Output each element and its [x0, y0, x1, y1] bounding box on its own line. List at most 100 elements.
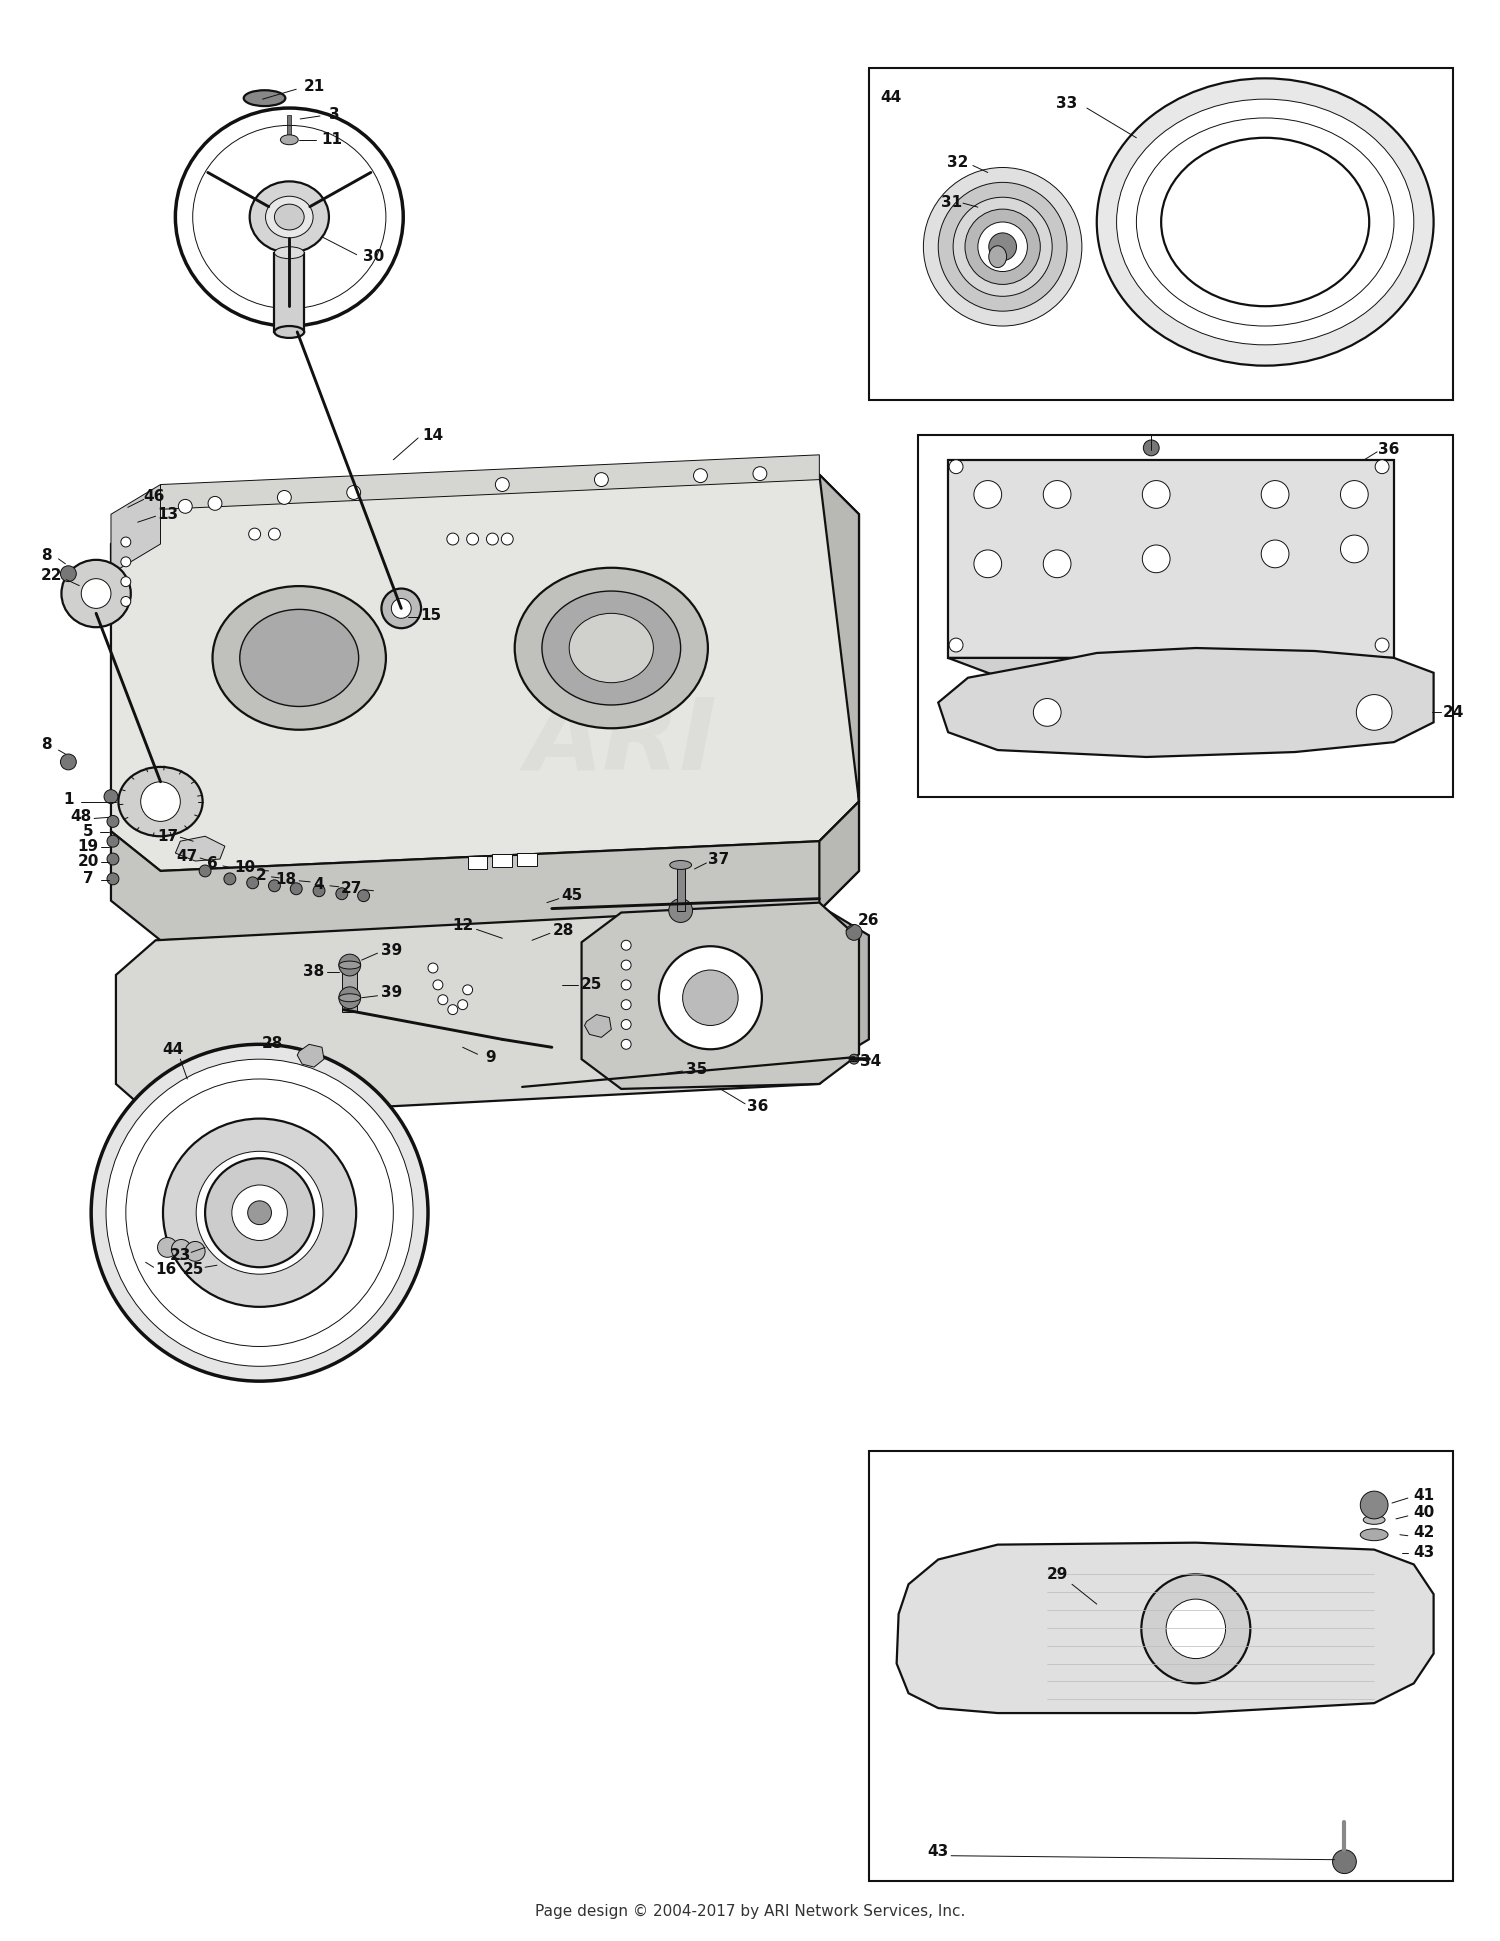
Circle shape	[336, 887, 348, 901]
Text: 35: 35	[686, 1062, 706, 1077]
Circle shape	[141, 782, 180, 821]
Text: 18: 18	[276, 872, 297, 887]
Text: 45: 45	[561, 889, 582, 903]
Circle shape	[849, 1054, 859, 1064]
Text: 29: 29	[1047, 1566, 1068, 1582]
Bar	[342, 970, 357, 1011]
Circle shape	[346, 485, 360, 499]
Text: 33: 33	[1056, 95, 1077, 111]
Text: 36: 36	[747, 1099, 768, 1114]
Text: 11: 11	[321, 132, 342, 148]
Circle shape	[381, 588, 422, 629]
Ellipse shape	[164, 1118, 356, 1306]
Circle shape	[122, 557, 130, 567]
Text: 32: 32	[948, 155, 969, 171]
Circle shape	[1332, 1850, 1356, 1873]
Circle shape	[314, 885, 326, 897]
Circle shape	[1034, 699, 1060, 726]
Circle shape	[438, 996, 448, 1005]
Circle shape	[495, 477, 508, 491]
Circle shape	[621, 939, 632, 951]
Circle shape	[448, 1005, 458, 1015]
Ellipse shape	[1161, 138, 1370, 307]
Circle shape	[357, 889, 369, 903]
Text: 34: 34	[859, 1054, 882, 1069]
Bar	[468, 856, 488, 870]
Bar	[274, 252, 304, 332]
Text: 17: 17	[158, 829, 178, 844]
Circle shape	[178, 499, 192, 512]
Text: 42: 42	[1413, 1526, 1434, 1541]
Circle shape	[950, 460, 963, 474]
Circle shape	[122, 538, 130, 547]
Ellipse shape	[339, 994, 360, 1002]
Polygon shape	[582, 903, 859, 1089]
Text: 27: 27	[340, 881, 363, 897]
Circle shape	[1142, 1574, 1251, 1683]
Ellipse shape	[118, 767, 202, 837]
Circle shape	[1341, 481, 1368, 509]
Circle shape	[106, 873, 118, 885]
Text: 7: 7	[82, 872, 93, 887]
Circle shape	[458, 1000, 468, 1009]
Circle shape	[268, 528, 280, 540]
Text: 1: 1	[63, 792, 74, 807]
Text: 36: 36	[1378, 443, 1400, 458]
Text: 21: 21	[303, 80, 324, 93]
Circle shape	[1376, 460, 1389, 474]
Text: 43: 43	[927, 1844, 950, 1859]
Circle shape	[104, 790, 118, 804]
Circle shape	[466, 534, 478, 545]
Ellipse shape	[339, 961, 360, 969]
Circle shape	[1356, 695, 1392, 730]
Ellipse shape	[92, 1044, 427, 1382]
Ellipse shape	[266, 196, 314, 239]
Circle shape	[978, 221, 1028, 272]
Ellipse shape	[249, 181, 328, 252]
Circle shape	[339, 986, 360, 1009]
Text: 15: 15	[420, 608, 441, 623]
Polygon shape	[116, 906, 859, 1118]
Polygon shape	[111, 476, 859, 872]
Circle shape	[60, 753, 76, 771]
Ellipse shape	[542, 592, 681, 705]
Circle shape	[248, 1201, 272, 1225]
Polygon shape	[897, 1543, 1434, 1714]
Circle shape	[122, 576, 130, 586]
Text: 41: 41	[1413, 1487, 1434, 1502]
Circle shape	[209, 497, 222, 510]
Ellipse shape	[243, 89, 285, 107]
Circle shape	[1143, 545, 1170, 573]
Circle shape	[1044, 481, 1071, 509]
Circle shape	[501, 534, 513, 545]
Polygon shape	[938, 648, 1434, 757]
Text: 26: 26	[858, 912, 879, 928]
Circle shape	[924, 167, 1082, 326]
Polygon shape	[819, 906, 868, 1069]
Bar	[918, 435, 1454, 796]
Bar	[868, 68, 1454, 400]
Text: 47: 47	[177, 848, 198, 864]
Circle shape	[278, 491, 291, 505]
Polygon shape	[819, 476, 860, 910]
Circle shape	[974, 549, 1002, 578]
Circle shape	[206, 1159, 314, 1267]
Circle shape	[158, 1238, 177, 1258]
Circle shape	[693, 468, 708, 483]
Text: 28: 28	[554, 922, 574, 938]
Circle shape	[1262, 540, 1288, 569]
Text: 16: 16	[154, 1262, 176, 1277]
Bar	[288, 115, 291, 136]
Circle shape	[200, 866, 211, 877]
Circle shape	[658, 945, 762, 1050]
Circle shape	[60, 565, 76, 582]
Polygon shape	[585, 1015, 612, 1036]
Circle shape	[1143, 481, 1170, 509]
Text: 14: 14	[423, 427, 444, 443]
Circle shape	[1166, 1599, 1226, 1658]
Text: 13: 13	[158, 507, 178, 522]
Ellipse shape	[62, 559, 130, 627]
Circle shape	[988, 233, 1017, 260]
Circle shape	[621, 961, 632, 970]
Bar	[676, 866, 684, 910]
